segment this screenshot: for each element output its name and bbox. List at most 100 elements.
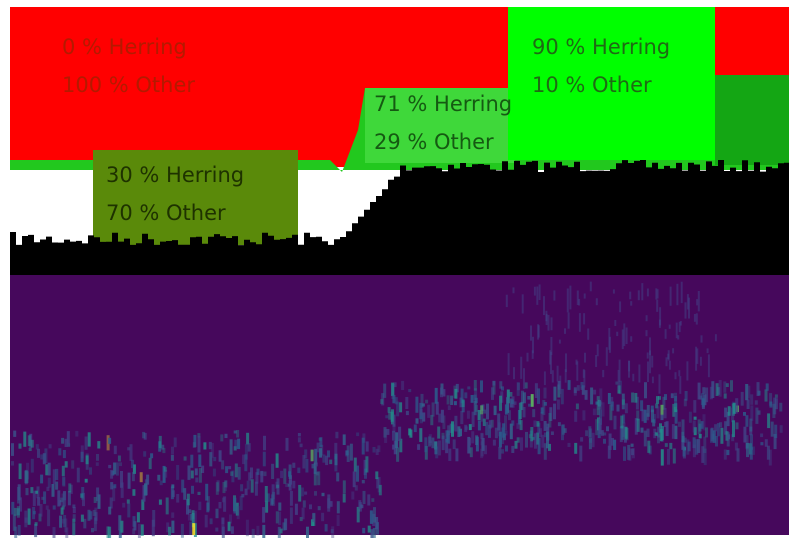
speckle	[284, 518, 288, 531]
speckle	[108, 526, 112, 542]
speckle	[327, 450, 330, 458]
speckle	[430, 414, 434, 426]
speckle	[244, 488, 248, 496]
speckle	[431, 402, 435, 417]
speckle	[362, 527, 366, 534]
speckle	[656, 396, 659, 404]
speckle	[360, 504, 364, 509]
speckle	[345, 450, 349, 457]
speckle	[674, 372, 677, 380]
speckle	[499, 381, 503, 389]
speckle	[193, 523, 197, 537]
speckle	[573, 387, 577, 394]
speckle	[646, 405, 650, 417]
speckle	[233, 497, 237, 514]
speckle	[548, 413, 552, 428]
speckle	[206, 502, 210, 513]
speckle	[367, 525, 371, 533]
speckle	[599, 409, 602, 425]
speckle	[396, 447, 400, 462]
speckle	[480, 405, 484, 415]
speckle	[659, 307, 662, 326]
speckle	[668, 360, 671, 370]
speckle	[501, 386, 504, 391]
green-box	[365, 88, 515, 163]
speckle	[537, 325, 540, 338]
speckle	[246, 480, 250, 490]
speckle	[159, 480, 163, 486]
speckle	[635, 396, 639, 410]
speckle	[507, 353, 510, 376]
speckle	[625, 327, 628, 344]
speckle	[665, 421, 669, 436]
speckle	[248, 472, 252, 481]
speckle	[146, 474, 150, 485]
speckle	[681, 439, 685, 450]
speckle	[441, 435, 445, 451]
speckle	[706, 348, 709, 354]
speckle	[750, 434, 753, 450]
speckle	[373, 507, 376, 523]
speckle	[256, 468, 260, 475]
speckle	[288, 471, 292, 477]
speckle	[582, 410, 586, 421]
speckle	[678, 370, 681, 377]
speckle	[732, 420, 735, 438]
speckle	[588, 438, 592, 450]
speckle	[23, 431, 27, 447]
speckle	[650, 405, 654, 413]
speckle	[547, 314, 550, 331]
speckle	[96, 487, 100, 502]
speckle	[429, 440, 432, 446]
speckle	[700, 421, 704, 429]
speckle	[162, 447, 166, 454]
speckle	[632, 373, 635, 382]
speckle	[63, 515, 67, 528]
speckle	[580, 437, 584, 442]
speckle	[640, 400, 644, 412]
speckle	[131, 459, 134, 469]
speckle	[745, 435, 749, 450]
speckle	[321, 492, 325, 497]
speckle	[636, 410, 640, 421]
speckle	[696, 299, 699, 306]
speckle	[531, 350, 534, 359]
speckle	[644, 382, 647, 399]
speckle	[304, 449, 308, 459]
speckle	[188, 509, 192, 514]
speckle	[419, 428, 423, 442]
speckle	[768, 449, 772, 466]
speckle	[543, 402, 547, 406]
speckle	[180, 523, 184, 538]
speckle	[637, 290, 640, 301]
speckle	[750, 394, 754, 405]
speckle	[319, 437, 323, 447]
speckle	[239, 495, 243, 511]
speckle	[383, 427, 387, 438]
speckle	[707, 354, 710, 378]
speckle	[455, 448, 459, 462]
speckle	[516, 437, 520, 443]
speckle	[497, 413, 501, 431]
speckle	[660, 414, 664, 421]
speckle	[334, 442, 338, 460]
speckle	[129, 444, 133, 461]
speckle	[108, 464, 112, 469]
speckle	[470, 395, 474, 403]
speckle	[464, 424, 468, 432]
speckle	[81, 487, 85, 500]
speckle	[409, 429, 413, 438]
speckle	[325, 455, 329, 466]
speckle	[428, 434, 432, 444]
speckle	[113, 484, 117, 489]
speckle	[47, 509, 51, 527]
speckle	[314, 448, 318, 465]
speckle	[224, 480, 228, 488]
speckle	[693, 427, 697, 436]
speckle	[509, 423, 513, 440]
speckle	[646, 428, 650, 437]
speckle	[501, 427, 505, 444]
speckle	[91, 528, 94, 533]
speckle	[139, 472, 143, 483]
speckle	[584, 352, 586, 363]
